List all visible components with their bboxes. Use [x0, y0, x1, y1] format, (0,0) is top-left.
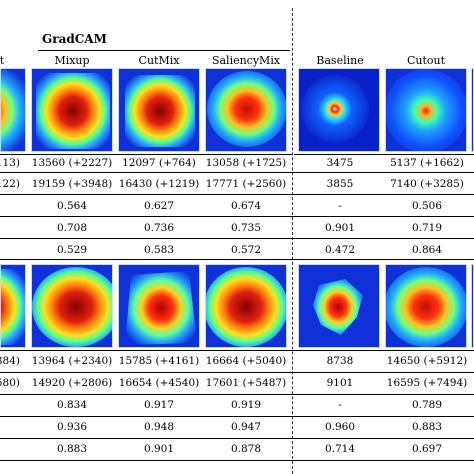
heatmap-saliencymix-bottom [205, 264, 287, 348]
block1-cell-partial: 122) [0, 178, 20, 190]
block1-cell-mixup: 0.564 [56, 200, 88, 212]
section-divider [292, 8, 293, 474]
block2-cell-baseline: 8738 [326, 355, 354, 367]
block1-cell-cutout: 5137 (+1662) [390, 157, 464, 169]
block1-rule-3 [0, 216, 474, 217]
block1-cell-cutout: 7140 (+3285) [390, 178, 464, 190]
block2-cell-cutout: 16595 (+7494) [386, 377, 468, 389]
group-title: GradCAM [42, 32, 107, 46]
block2-rule-3 [0, 416, 474, 417]
block1-cell-baseline: 0.472 [324, 244, 356, 256]
title-rule [38, 50, 290, 51]
block1-rule-0b [294, 154, 474, 155]
block1-cell-saliencymix: 17771 (+2560) [205, 178, 287, 190]
block1-rule-2 [0, 194, 474, 195]
block1-cell-cutout: 0.506 [411, 200, 443, 212]
block2-cell-mixup: 13964 (+2340) [31, 355, 113, 367]
column-header-baseline: Baseline [316, 54, 364, 67]
heatmap-partial-top [0, 68, 26, 152]
block2-cell-cutmix: 0.901 [143, 443, 175, 455]
block2-cell-mixup: 0.834 [56, 399, 88, 411]
block1-rule-0 [0, 154, 292, 155]
block2-cell-cutmix: 16654 (+4540) [118, 377, 200, 389]
block1-cell-saliencymix: 13058 (+1725) [205, 157, 287, 169]
heatmap-saliencymix-top [205, 68, 287, 152]
column-header-partial: t [0, 54, 5, 67]
block1-cell-cutout: 0.719 [411, 222, 443, 234]
block2-cell-saliencymix: 0.919 [230, 399, 262, 411]
block1-cell-baseline: 0.901 [324, 222, 356, 234]
heatmap-mixup-bottom [31, 264, 113, 348]
block2-cell-cutout: 0.883 [411, 421, 443, 433]
block1-cell-cutmix: 0.583 [143, 244, 175, 256]
column-header-cutmix: CutMix [138, 54, 180, 67]
block1-cell-cutmix: 0.627 [143, 200, 175, 212]
block2-cell-cutout: 14650 (+5912) [386, 355, 468, 367]
block1-cell-saliencymix: 0.674 [230, 200, 262, 212]
heatmap-cutout-bottom [385, 264, 467, 348]
block1-rule-4 [0, 238, 474, 239]
block2-cell-saliencymix: 0.947 [230, 421, 262, 433]
block2-cell-cutout: 0.789 [411, 399, 443, 411]
block2-cell-baseline: - [338, 399, 342, 411]
block1-cell-mixup: 0.529 [56, 244, 88, 256]
block1-cell-saliencymix: 0.572 [230, 244, 262, 256]
block1-cell-baseline: - [338, 200, 342, 212]
heatmap-partial-bottom [0, 264, 26, 348]
block2-cell-saliencymix: 17601 (+5487) [205, 377, 287, 389]
heatmap-baseline-bottom [298, 264, 380, 348]
block2-cell-partial: 580) [0, 377, 20, 389]
block1-cell-saliencymix: 0.735 [230, 222, 262, 234]
block1-cell-baseline: 3855 [326, 178, 354, 190]
block2-cell-mixup: 0.883 [56, 443, 88, 455]
heatmap-cutmix-bottom [118, 264, 200, 348]
block1-rule-5 [0, 259, 474, 260]
block2-cell-cutmix: 15785 (+4161) [118, 355, 200, 367]
heatmap-cutout-top [385, 68, 467, 152]
block2-rule-0 [0, 350, 474, 351]
block2-rule-5 [0, 460, 474, 461]
block2-cell-cutmix: 0.948 [143, 421, 175, 433]
heatmap-baseline-top [298, 68, 380, 152]
block2-rule-2 [0, 394, 474, 395]
block1-cell-partial: 113) [0, 157, 20, 169]
column-header-cutout: Cutout [406, 54, 446, 67]
column-header-mixup: Mixup [54, 54, 90, 67]
block2-rule-1 [0, 372, 474, 373]
block2-cell-mixup: 14920 (+2806) [31, 377, 113, 389]
block2-cell-baseline: 0.714 [324, 443, 356, 455]
block2-cell-partial: 384) [0, 355, 20, 367]
block1-cell-mixup: 0.708 [56, 222, 88, 234]
block2-cell-saliencymix: 0.878 [230, 443, 262, 455]
block2-cell-cutmix: 0.917 [143, 399, 175, 411]
block2-rule-4 [0, 438, 474, 439]
column-header-saliencymix: SaliencyMix [211, 54, 281, 67]
block1-cell-cutout: 0.864 [411, 244, 443, 256]
block2-cell-mixup: 0.936 [56, 421, 88, 433]
block1-rule-1 [0, 172, 474, 173]
block1-cell-cutmix: 0.736 [143, 222, 175, 234]
block1-cell-mixup: 13560 (+2227) [31, 157, 113, 169]
block1-cell-cutmix: 12097 (+764) [122, 157, 196, 169]
block1-cell-cutmix: 16430 (+1219) [118, 178, 200, 190]
heatmap-cutmix-top [118, 68, 200, 152]
block1-cell-mixup: 19159 (+3948) [31, 178, 113, 190]
heatmap-mixup-top [31, 68, 113, 152]
block2-cell-baseline: 0.960 [324, 421, 356, 433]
block2-cell-cutout: 0.697 [411, 443, 443, 455]
block2-cell-baseline: 9101 [326, 377, 354, 389]
block2-cell-saliencymix: 16664 (+5040) [205, 355, 287, 367]
block1-cell-baseline: 3475 [326, 157, 354, 169]
